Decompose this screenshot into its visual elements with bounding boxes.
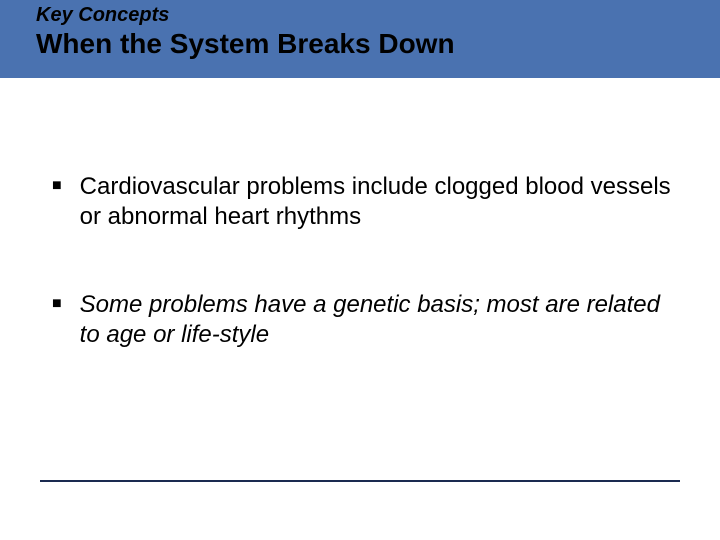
slide-title: When the System Breaks Down bbox=[36, 28, 455, 60]
slide: Key Concepts When the System Breaks Down… bbox=[0, 0, 720, 540]
bullet-marker-icon: ■ bbox=[52, 296, 62, 312]
bullet-marker-icon: ■ bbox=[52, 178, 62, 194]
slide-kicker: Key Concepts bbox=[36, 4, 169, 27]
list-item: ■ Cardiovascular problems include clogge… bbox=[52, 172, 672, 232]
bullet-text: Cardiovascular problems include clogged … bbox=[80, 172, 672, 232]
bullet-text: Some problems have a genetic basis; most… bbox=[80, 290, 672, 350]
bullet-list: ■ Cardiovascular problems include clogge… bbox=[52, 172, 672, 350]
list-item: ■ Some problems have a genetic basis; mo… bbox=[52, 290, 672, 350]
footer-divider bbox=[40, 480, 680, 482]
